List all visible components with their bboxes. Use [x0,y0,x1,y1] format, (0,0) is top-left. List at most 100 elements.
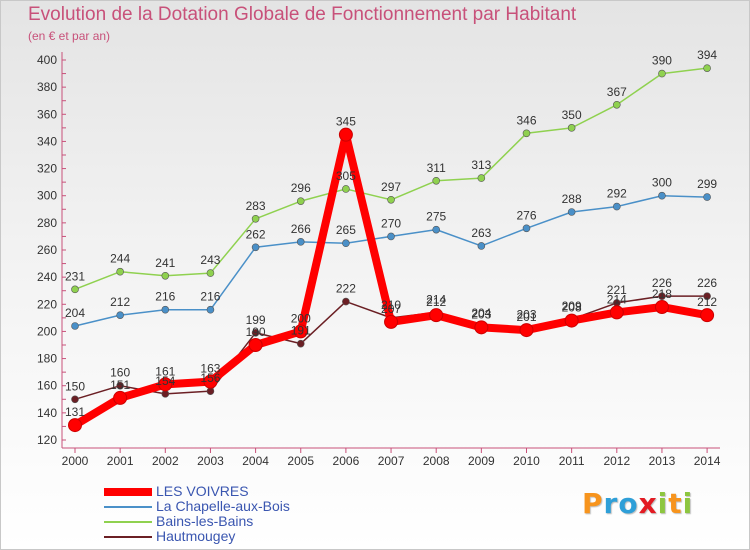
x-tick-label: 2004 [242,454,269,468]
data-label-hautmougey: 154 [155,374,175,388]
data-label-hautmougey: 204 [471,306,491,320]
data-label-la-chapelle-aux-bois: 288 [562,192,582,206]
data-label-la-chapelle-aux-bois: 292 [607,187,627,201]
chart-title: Evolution de la Dotation Globale de Fonc… [28,4,577,25]
data-point-bains-les-bains [612,100,621,109]
legend-item-la-chapelle-aux-bois: La Chapelle-aux-Bois [104,498,404,514]
data-label-les-voivres: 161 [155,364,175,378]
data-label-hautmougey: 150 [65,379,85,393]
data-point-hautmougey [116,381,124,390]
legend-label: Hautmougey [156,528,236,544]
data-label-les-voivres: 203 [471,307,491,321]
legend-label: LES VOIVRES [156,483,249,499]
data-point-la-chapelle-aux-bois [703,193,711,201]
data-label-les-voivres: 131 [65,405,85,419]
data-point-hautmougey [703,292,711,300]
data-label-la-chapelle-aux-bois: 276 [516,208,536,222]
x-tick-label: 2003 [197,454,224,468]
data-label-les-voivres: 212 [426,295,446,309]
data-label-la-chapelle-aux-bois: 204 [65,306,85,320]
data-label-bains-les-bains: 367 [607,85,627,99]
data-label-la-chapelle-aux-bois: 275 [426,210,446,224]
data-point-hautmougey [342,297,350,306]
data-label-hautmougey: 191 [291,324,311,338]
data-label-bains-les-bains: 241 [155,256,175,270]
data-point-bains-les-bains [116,267,124,276]
data-label-hautmougey: 156 [200,371,220,385]
data-label-bains-les-bains: 311 [427,161,446,175]
x-tick-label: 2007 [378,454,405,468]
data-point-les-voivres [654,300,669,314]
data-label-la-chapelle-aux-bois: 216 [155,290,175,304]
y-tick-label: 160 [37,379,57,393]
y-tick-label: 180 [37,352,57,366]
data-point-la-chapelle-aux-bois [251,243,260,252]
data-label-bains-les-bains: 244 [110,252,130,266]
data-point-les-voivres [700,308,715,323]
legend-swatch [104,488,152,496]
data-point-les-voivres [68,418,82,433]
data-label-la-chapelle-aux-bois: 265 [336,223,356,237]
data-point-les-voivres [158,377,173,392]
data-point-la-chapelle-aux-bois [567,208,576,216]
y-tick-label: 200 [37,324,57,338]
data-point-bains-les-bains [567,124,576,132]
data-point-la-chapelle-aux-bois [161,305,170,314]
data-label-hautmougey: 214 [426,292,446,306]
y-tick-label: 140 [37,406,57,420]
data-label-hautmougey: 226 [697,276,717,290]
data-label-bains-les-bains: 283 [246,199,266,213]
data-label-bains-les-bains: 394 [697,48,717,62]
data-point-hautmougey [161,390,170,398]
x-tick-label: 2000 [62,454,89,468]
data-label-bains-les-bains: 350 [562,108,582,122]
y-tick-label: 120 [37,433,57,447]
data-point-les-voivres [519,323,534,338]
data-point-bains-les-bains [206,269,215,277]
data-point-les-voivres [293,324,308,339]
data-point-la-chapelle-aux-bois [658,191,666,200]
data-label-hautmougey: 160 [110,366,130,380]
data-label-hautmougey: 203 [516,307,536,321]
data-label-les-voivres: 208 [562,301,582,315]
data-label-la-chapelle-aux-bois: 212 [110,295,130,309]
data-label-bains-les-bains: 313 [471,158,491,172]
data-point-les-voivres [564,313,579,328]
data-label-la-chapelle-aux-bois: 270 [381,216,401,230]
data-label-bains-les-bains: 231 [65,269,85,283]
data-point-la-chapelle-aux-bois [387,232,395,241]
data-point-bains-les-bains [342,185,350,193]
y-tick-label: 260 [37,243,57,257]
legend-label: La Chapelle-aux-Bois [156,498,290,514]
x-tick-label: 2008 [423,454,450,468]
x-tick-label: 2009 [468,454,495,468]
y-tick-label: 240 [37,270,57,284]
x-tick-label: 2001 [107,454,134,468]
data-label-hautmougey: 226 [652,276,672,290]
data-label-les-voivres: 218 [652,287,672,301]
data-point-bains-les-bains [522,129,531,138]
data-point-les-voivres [384,314,399,329]
legend-swatch [104,506,152,508]
chart-subtitle: (en € et par an) [28,29,111,43]
data-label-les-voivres: 200 [291,311,311,325]
legend-item-bains-les-bains: Bains-les-Bains [104,513,404,529]
data-label-hautmougey: 210 [381,298,401,312]
data-point-bains-les-bains [477,174,486,182]
data-label-bains-les-bains: 297 [381,180,401,194]
data-point-hautmougey [296,339,305,348]
data-point-les-voivres [338,127,353,142]
data-point-les-voivres [113,390,128,405]
data-label-la-chapelle-aux-bois: 266 [291,222,311,236]
data-label-les-voivres: 345 [336,115,356,129]
data-label-les-voivres: 163 [200,362,220,376]
y-tick-label: 340 [37,134,57,148]
data-point-la-chapelle-aux-bois [522,224,531,233]
y-tick-label: 280 [37,216,57,230]
legend-swatch [104,521,152,523]
x-tick-label: 2002 [152,454,179,468]
x-tick-label: 2006 [333,454,360,468]
data-point-bains-les-bains [251,214,260,223]
data-label-bains-les-bains: 296 [291,181,311,195]
y-tick-label: 380 [37,80,57,94]
